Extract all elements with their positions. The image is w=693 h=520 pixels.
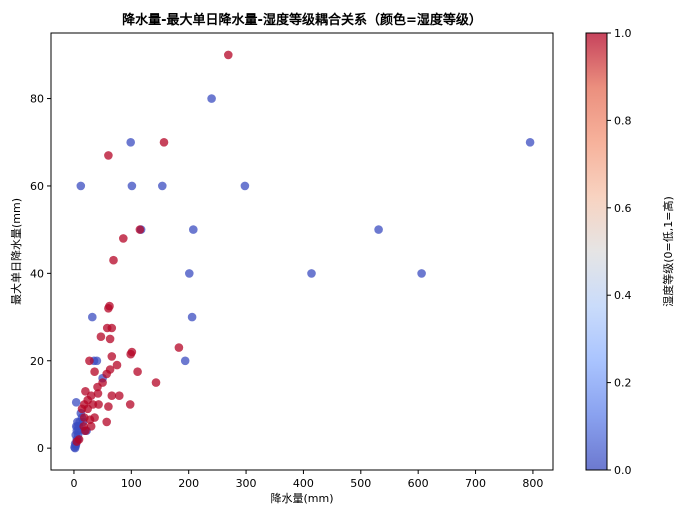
plot-frame [50,32,554,471]
scatter-point [151,378,161,387]
scatter-point [115,391,124,401]
scatter-point [77,404,87,414]
scatter-point [107,352,117,361]
scatter-point [88,312,97,322]
scatter-point [72,437,82,446]
colorbar-tick-label: 1.0 [614,27,632,40]
colorbar-tick-label: 0.4 [614,289,632,302]
x-tick-label: 600 [408,477,429,490]
scatter-point [81,426,90,436]
scatter-point [240,181,250,191]
x-axis-label: 降水量(mm) [270,491,333,505]
scatter-point [102,417,111,427]
x-tick-label: 200 [178,477,199,490]
scatter-point [159,138,169,147]
y-tick-label: 80 [30,93,44,106]
scatter-point [76,181,86,191]
scatter-point [109,255,118,265]
scatter-point [96,332,106,342]
colorbar [585,32,608,471]
scatter-point [374,225,383,234]
scatter-point [102,369,111,379]
scatter-point [104,402,113,411]
colorbar-tick-label: 0.0 [614,464,632,477]
x-tick-label: 800 [522,477,543,490]
x-tick-label: 700 [465,477,486,490]
x-tick-label: 500 [350,477,371,490]
scatter-point [135,225,145,234]
scatter-point [185,269,194,278]
scatter-point [71,398,81,407]
scatter-point [112,360,122,370]
scatter-point [93,389,103,398]
colorbar-tick-label: 0.2 [614,377,632,390]
y-tick-label: 40 [30,267,44,280]
scatter-point [93,382,102,392]
scatter-point [158,181,167,191]
scatter-point [525,138,535,147]
plot-area [51,33,553,470]
x-ticks: 0 100 200 300 400 500 600 700 800 [70,470,543,490]
scatter-point [73,417,82,427]
scatter-point [85,356,94,366]
scatter-point [90,367,99,377]
x-tick-label: 400 [293,477,314,490]
scatter-point [126,138,135,147]
y-tick-label: 20 [30,355,44,368]
scatter-point [102,323,112,333]
x-tick-label: 0 [70,477,77,490]
y-tick-label: 0 [37,442,44,455]
points-layer [70,50,535,453]
scatter-point [126,349,135,359]
colorbar-tick-label: 0.8 [614,114,632,127]
y-tick-label: 60 [30,180,44,193]
colorbar-tick-label: 0.6 [614,202,632,215]
scatter-point [133,367,142,377]
scatter-point [119,234,128,243]
y-axis-label: 最大单日降水量(mm) [9,198,23,305]
scatter-point [104,304,113,313]
scatter-point [180,356,190,366]
scatter-point [174,343,184,352]
scatter-point [307,269,316,278]
scatter-point [80,413,89,422]
scatter-point [127,181,137,191]
scatter-point [207,94,216,103]
x-tick-label: 100 [121,477,142,490]
y-ticks: 0 20 40 60 80 [30,93,51,455]
scatter-point [125,400,135,409]
scatter-point [417,269,426,278]
colorbar-label: 湿度等级(0=低,1=高) [661,196,675,307]
scatter-point [104,151,113,160]
x-tick-label: 300 [236,477,257,490]
scatter-point [83,395,92,405]
colorbar-ticks: 0.0 0.2 0.4 0.6 0.8 1.0 [607,27,632,477]
scatter-point [105,334,115,344]
scatter-point [224,50,233,60]
scatter-point [189,225,198,234]
scatter-point [187,312,197,322]
scatter-point [107,391,117,401]
chart-title: 降水量-最大单日降水量-湿度等级耦合关系（颜色=湿度等级） [122,12,482,28]
plot-background-group [51,33,553,470]
